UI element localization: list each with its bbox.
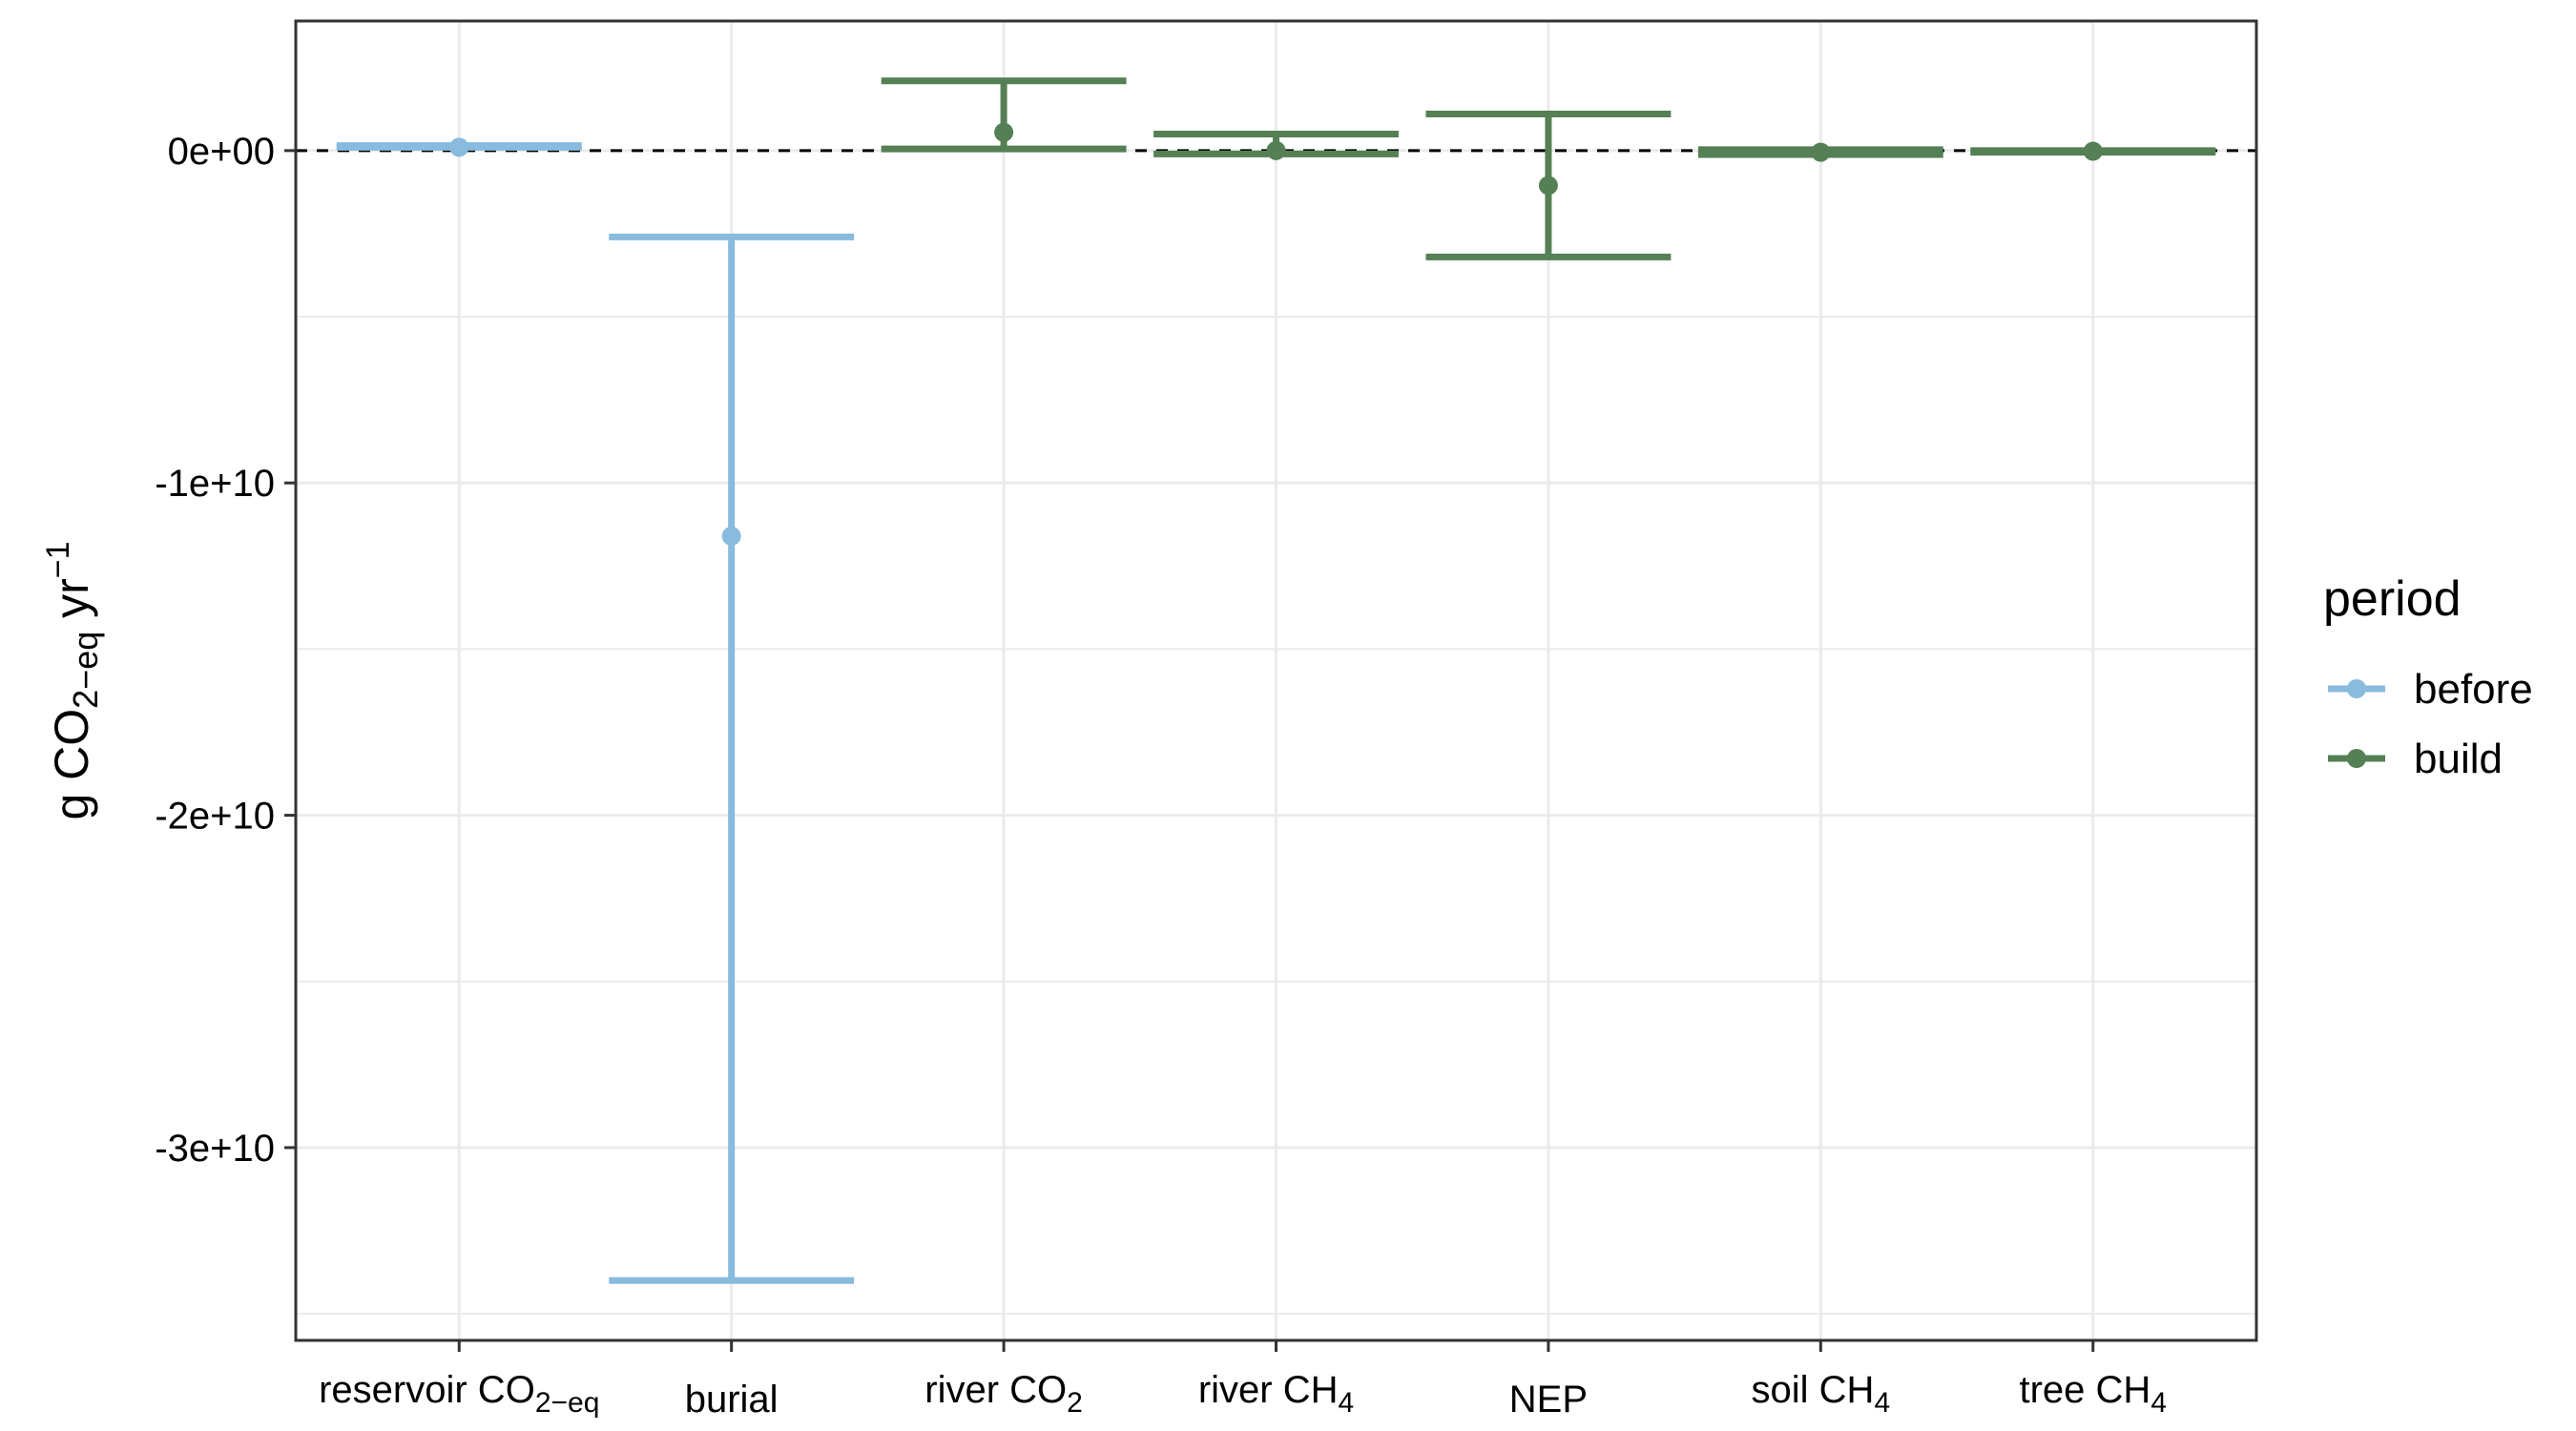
y-tick-label: -1e+10 [155, 463, 275, 505]
x-axis: reservoir CO2−eq burial river CO2 river CH4… [319, 1340, 2167, 1421]
x-tick-label-sub: 4 [1874, 1387, 1890, 1419]
errorbar-build [1153, 130, 1399, 160]
data-point [1266, 140, 1286, 160]
x-tick-label: river CH4 [1198, 1369, 1354, 1419]
y-axis: 0e+00 -1e+10 -2e+10 -3e+10 [155, 131, 296, 1170]
errorbar-build [881, 77, 1127, 153]
x-tick-label-main: NEP [1509, 1379, 1588, 1421]
x-tick-label: river CO2 [924, 1369, 1083, 1419]
x-tick-label: NEP [1509, 1379, 1588, 1421]
y-axis-label: g CO2−eq yr−1 [40, 541, 105, 819]
x-tick-label-main: soil CH [1752, 1369, 1875, 1411]
y-axis-label-sup: −1 [40, 541, 76, 578]
legend-key-point [2347, 749, 2366, 768]
legend: period before build [2323, 571, 2533, 782]
data-point [2083, 141, 2103, 161]
legend-entry-build: build [2328, 736, 2503, 782]
x-tick-label-sub: 2−eq [535, 1387, 600, 1419]
x-tick-label-main: reservoir CO [319, 1369, 535, 1411]
legend-title: period [2323, 571, 2462, 627]
data-point [1538, 176, 1558, 196]
x-tick-label-main: river CH [1198, 1369, 1339, 1411]
x-tick-label-main: river CO [924, 1369, 1067, 1411]
data-point [1811, 142, 1831, 162]
errorbar-series [336, 77, 2216, 1284]
y-tick-label: 0e+00 [168, 131, 275, 173]
errorbar-build [1697, 142, 1943, 162]
errorbar-build [1970, 141, 2216, 161]
x-tick-label-main: burial [685, 1379, 779, 1421]
legend-key-point [2347, 679, 2366, 698]
x-tick-label: burial [685, 1379, 779, 1421]
x-tick-label-sub: 2 [1067, 1387, 1083, 1419]
y-axis-label-sub: 2−eq [66, 632, 105, 709]
y-axis-label-main: g CO [45, 709, 98, 820]
major-gridlines [296, 21, 2256, 1340]
x-tick-label-sub: 4 [2150, 1387, 2167, 1419]
x-tick-label-main: tree CH [2020, 1369, 2151, 1411]
x-tick-label: reservoir CO2−eq [319, 1369, 599, 1419]
y-tick-label: -2e+10 [155, 796, 275, 838]
x-tick-label: tree CH4 [2020, 1369, 2168, 1419]
legend-label: before [2414, 666, 2533, 713]
x-tick-label: soil CH4 [1752, 1369, 1891, 1419]
errorbar-before [609, 233, 855, 1284]
errorbar-build [1425, 111, 1672, 260]
y-tick-label: -3e+10 [155, 1128, 275, 1170]
x-tick-label-sub: 4 [1338, 1387, 1354, 1419]
data-point [994, 122, 1014, 142]
legend-label: build [2414, 736, 2503, 782]
data-point [449, 137, 469, 157]
legend-entry-before: before [2328, 666, 2533, 713]
errorbar-before [336, 137, 582, 157]
data-point [721, 526, 741, 546]
y-axis-label-mid: yr [45, 578, 98, 632]
